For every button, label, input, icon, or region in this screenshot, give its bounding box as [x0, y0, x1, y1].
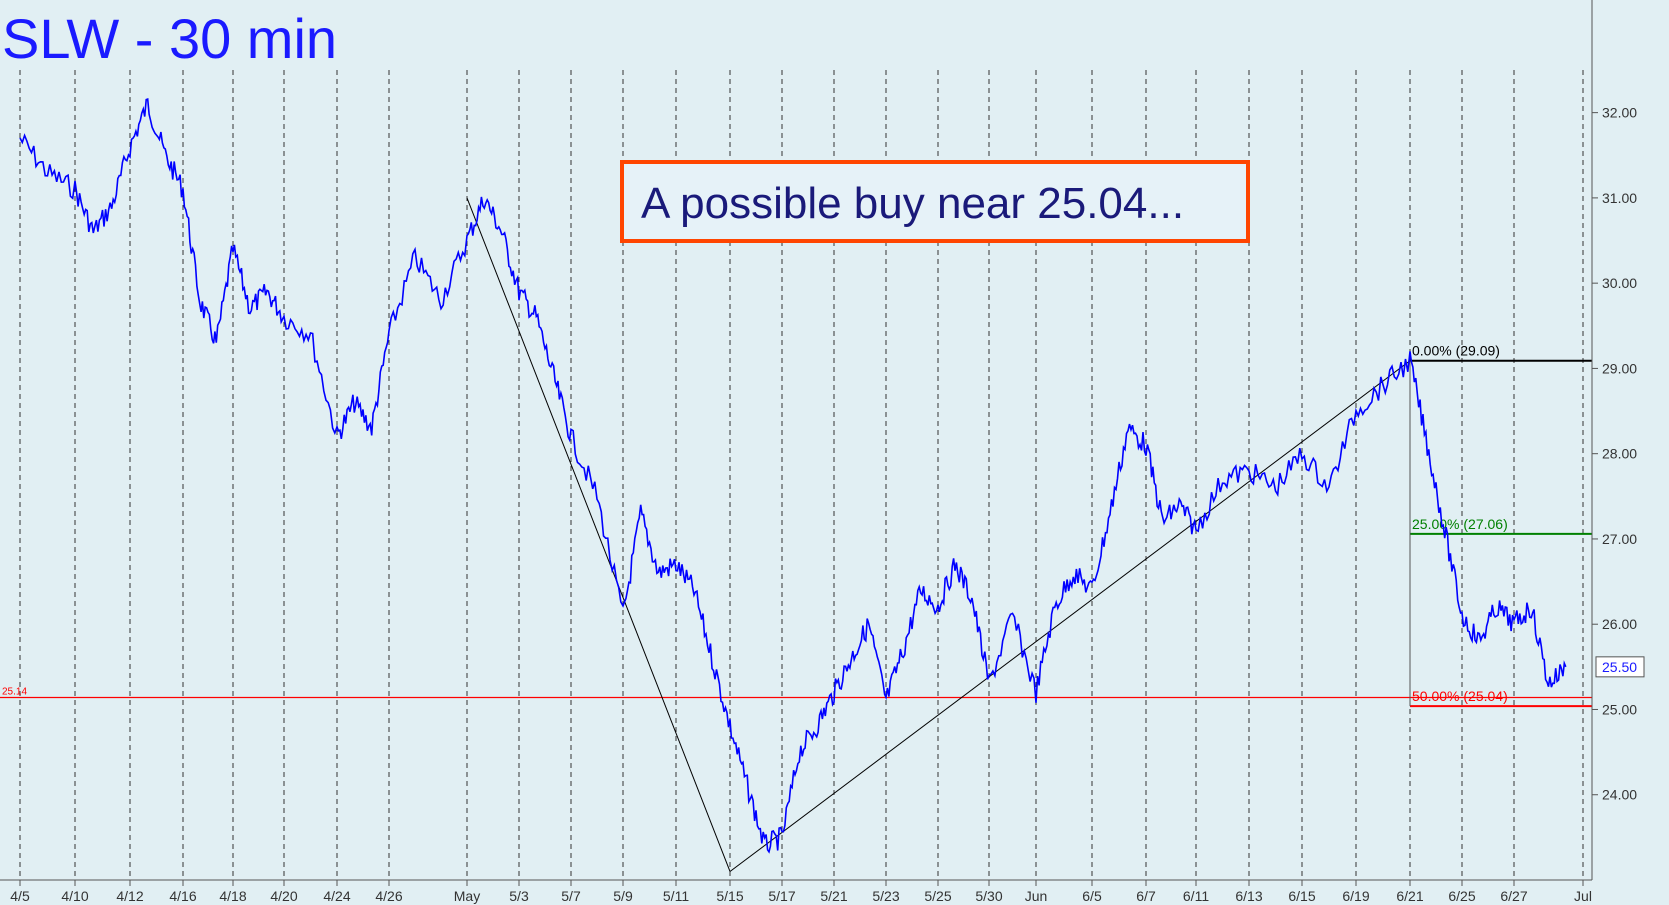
y-tick-label: 28.00 — [1602, 446, 1637, 462]
x-tick-label: Jul — [1574, 888, 1592, 904]
trendline — [466, 197, 731, 872]
x-tick-label: Jun — [1025, 888, 1048, 904]
x-tick-label: 4/24 — [323, 888, 350, 904]
fib-level-label: 0.00% (29.09) — [1412, 343, 1500, 359]
x-tick-label: 4/10 — [61, 888, 88, 904]
y-tick-label: 26.00 — [1602, 616, 1637, 632]
x-tick-label: 6/11 — [1183, 888, 1209, 904]
support-line-label: 25.14 — [2, 687, 27, 698]
x-tick-label: May — [454, 888, 480, 904]
x-tick-label: 5/23 — [872, 888, 899, 904]
x-tick-label: 6/21 — [1396, 888, 1423, 904]
y-tick-label: 25.00 — [1602, 701, 1637, 717]
trendline — [729, 360, 1411, 872]
fib-level-label: 25.00% (27.06) — [1412, 516, 1508, 532]
y-tick-label: 24.00 — [1602, 787, 1637, 803]
x-tick-label: 5/11 — [663, 888, 689, 904]
x-tick-label: 6/7 — [1136, 888, 1156, 904]
x-tick-label: 5/25 — [924, 888, 951, 904]
x-tick-label: 6/27 — [1500, 888, 1527, 904]
x-tick-label: 5/30 — [975, 888, 1002, 904]
chart-title: SLW - 30 min — [2, 7, 337, 70]
y-tick-label: 30.00 — [1602, 275, 1637, 291]
x-tick-label: 4/26 — [375, 888, 402, 904]
x-tick-label: 4/18 — [219, 888, 246, 904]
annotation-text: A possible buy near 25.04... — [641, 179, 1184, 228]
x-tick-label: 6/19 — [1342, 888, 1369, 904]
x-tick-label: 4/16 — [169, 888, 196, 904]
x-tick-label: 4/12 — [116, 888, 143, 904]
fib-level-label: 50.00% (25.04) — [1412, 688, 1508, 704]
x-tick-label: 4/5 — [10, 888, 30, 904]
annotation-box: A possible buy near 25.04... — [620, 160, 1250, 243]
price-series-line — [19, 98, 1567, 854]
x-tick-label: 4/20 — [270, 888, 297, 904]
x-tick-label: 5/7 — [561, 888, 581, 904]
x-tick-label: 5/17 — [768, 888, 795, 904]
last-price-label: 25.50 — [1602, 659, 1637, 675]
x-tick-label: 5/21 — [820, 888, 847, 904]
x-tick-label: 5/15 — [716, 888, 743, 904]
y-tick-label: 32.00 — [1602, 105, 1637, 121]
y-tick-label: 27.00 — [1602, 531, 1637, 547]
last-price-box — [1595, 656, 1645, 678]
x-tick-label: 6/25 — [1448, 888, 1475, 904]
x-tick-label: 5/9 — [613, 888, 633, 904]
y-tick-label: 31.00 — [1602, 190, 1637, 206]
x-tick-label: 6/13 — [1235, 888, 1262, 904]
y-tick-label: 29.00 — [1602, 360, 1637, 376]
x-tick-label: 6/15 — [1288, 888, 1315, 904]
x-tick-label: 5/3 — [509, 888, 529, 904]
x-tick-label: 6/5 — [1082, 888, 1102, 904]
